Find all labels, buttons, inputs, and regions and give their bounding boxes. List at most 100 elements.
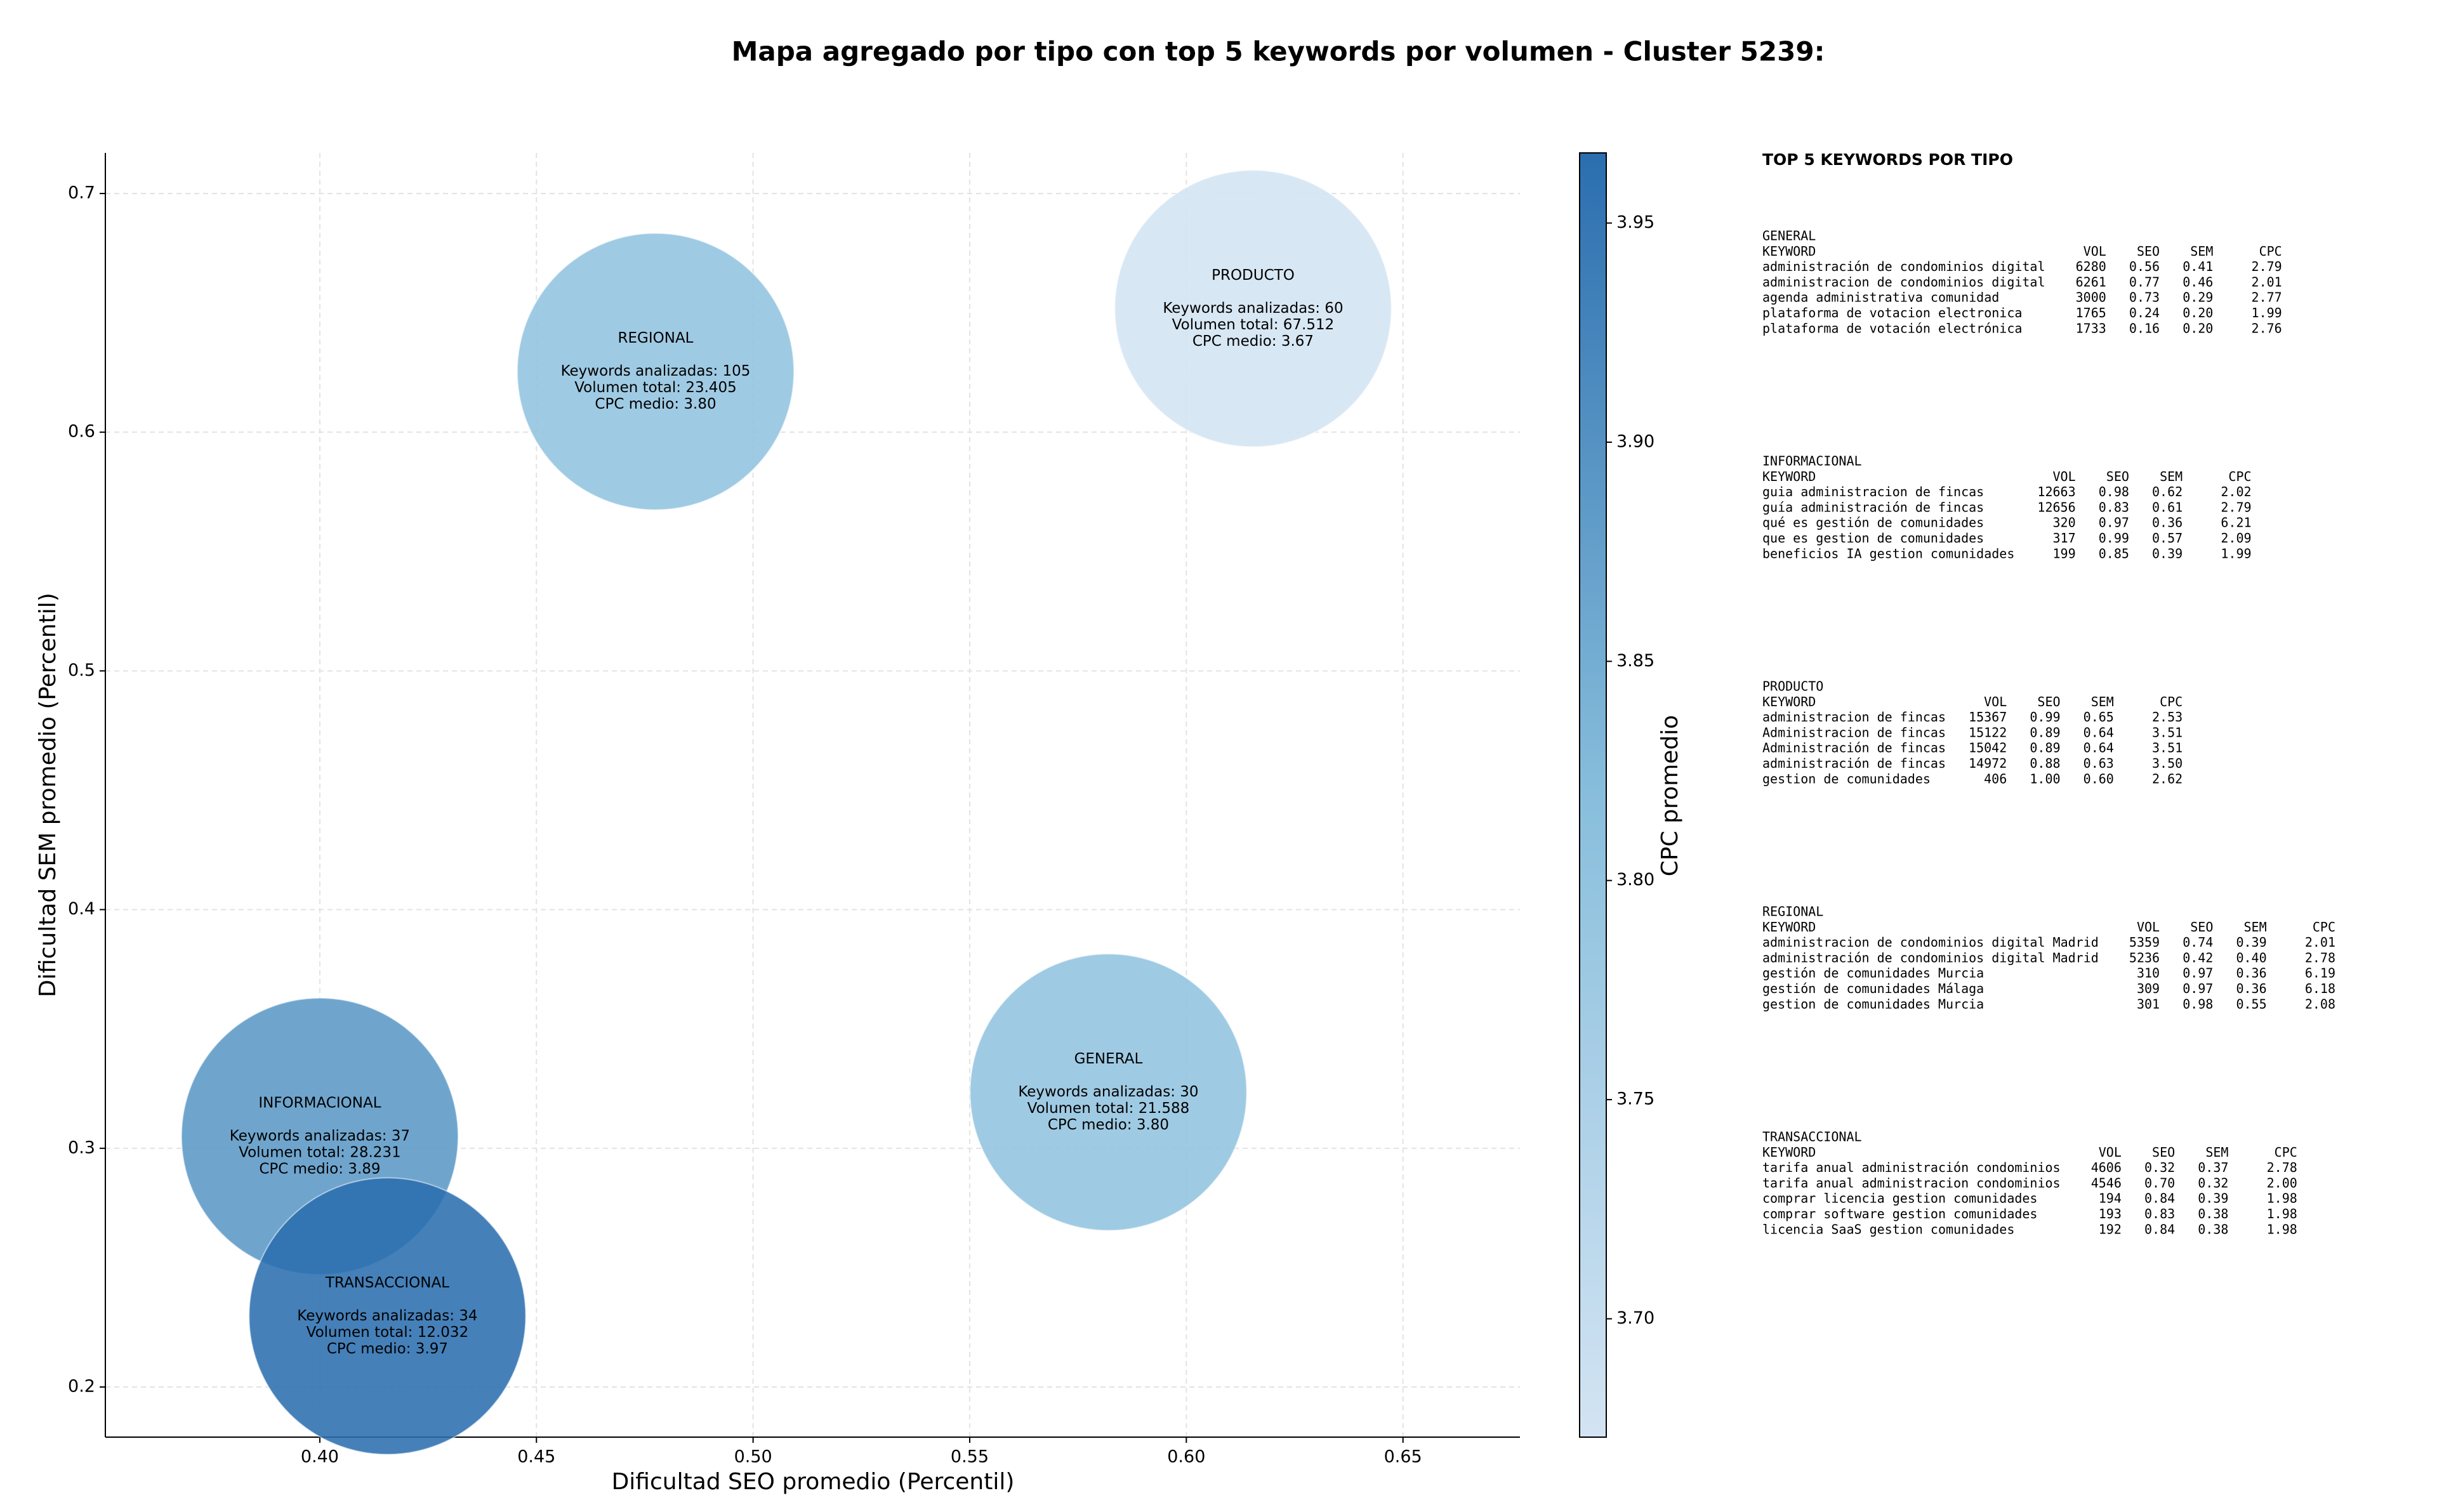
table-cell: 0.64 <box>2084 725 2114 740</box>
table-cell: 0.55 <box>2236 996 2266 1011</box>
table-cell: 0.24 <box>2129 305 2160 320</box>
table-header: CPC <box>2259 244 2282 259</box>
table-cell: 0.38 <box>2198 1221 2228 1237</box>
table-cell: 0.16 <box>2129 320 2160 336</box>
side-panel-title: TOP 5 KEYWORDS POR TIPO <box>1762 150 2013 169</box>
table-cell: 2.01 <box>2252 274 2282 289</box>
table-cell: administración de fincas <box>1762 756 1946 771</box>
table-cell: 12656 <box>2037 499 2075 515</box>
table-cell: 2.53 <box>2152 709 2183 725</box>
bubble-label: Volumen total: 23.405 <box>574 379 737 396</box>
table-cell: 0.37 <box>2198 1160 2228 1175</box>
table-cell: 0.88 <box>2030 756 2060 771</box>
bubble-label: Keywords analizadas: 105 <box>561 363 751 379</box>
table-cell: 1.98 <box>2267 1206 2297 1221</box>
table-cell: 0.36 <box>2236 981 2266 996</box>
x-tick-label: 0.65 <box>1384 1447 1422 1467</box>
table-cell: 1.00 <box>2030 771 2060 786</box>
bubble-label: Volumen total: 67.512 <box>1172 317 1335 333</box>
table-cell: 0.56 <box>2129 259 2160 274</box>
colorbar-tick-label: 3.90 <box>1616 431 1654 451</box>
table-cell: 192 <box>2099 1221 2122 1237</box>
table-name: PRODUCTO <box>1762 679 1823 694</box>
table-cell: 1.99 <box>2221 546 2251 561</box>
table-cell: 0.63 <box>2084 756 2114 771</box>
table-cell: 2.01 <box>2305 935 2335 950</box>
table-cell: 194 <box>2099 1191 2122 1206</box>
table-cell: 1.99 <box>2252 305 2282 320</box>
table-cell: administracion de fincas <box>1762 709 1946 725</box>
bubble-label: CPC medio: 3.80 <box>595 396 716 412</box>
table-cell: 0.84 <box>2144 1221 2175 1237</box>
table-cell: 0.97 <box>2099 515 2129 530</box>
table-cell: 0.77 <box>2129 274 2160 289</box>
colorbar-label: CPC promedio <box>1657 715 1683 876</box>
table-cell: 5236 <box>2129 950 2160 965</box>
table-cell: 6280 <box>2076 259 2106 274</box>
table-cell: Administración de fincas <box>1762 740 1946 756</box>
table-cell: 15367 <box>1969 709 2007 725</box>
table-cell: 0.32 <box>2144 1160 2175 1175</box>
table-cell: administracion de condominios digital Ma… <box>1762 935 2099 950</box>
table-header: VOL <box>2053 469 2076 484</box>
table-cell: 2.78 <box>2305 950 2335 965</box>
table-name: TRANSACCIONAL <box>1762 1129 1862 1145</box>
table-header: KEYWORD <box>1762 244 1816 259</box>
y-tick-label: 0.2 <box>68 1376 95 1396</box>
table-header: SEO <box>2137 244 2160 259</box>
table-cell: 0.83 <box>2099 499 2129 515</box>
colorbar-tick-label: 3.85 <box>1616 651 1654 671</box>
table-cell: 2.77 <box>2252 290 2282 305</box>
table-cell: 199 <box>2053 546 2076 561</box>
table-cell: 301 <box>2137 996 2160 1011</box>
table-cell: 2.62 <box>2152 771 2183 786</box>
table-cell: 1.98 <box>2267 1191 2297 1206</box>
table-header: CPC <box>2228 469 2251 484</box>
bubble-label: CPC medio: 3.97 <box>327 1341 448 1357</box>
table-cell: 6.21 <box>2221 515 2251 530</box>
table-cell: tarifa anual administración condominios <box>1762 1160 2061 1175</box>
table-header: SEM <box>2160 469 2183 484</box>
table-name: GENERAL <box>1762 228 1816 244</box>
table-cell: 0.74 <box>2183 935 2213 950</box>
table-cell: 0.89 <box>2030 725 2060 740</box>
table-cell: 193 <box>2099 1206 2122 1221</box>
bubble-label: Volumen total: 28.231 <box>239 1144 401 1160</box>
table-cell: administración de condominios digital Ma… <box>1762 950 2099 965</box>
bubble-name: PRODUCTO <box>1212 267 1295 284</box>
table-cell: que es gestion de comunidades <box>1762 530 1984 546</box>
table-header: SEO <box>2106 469 2129 484</box>
bubble <box>517 232 795 511</box>
table-cell: 2.76 <box>2252 320 2282 336</box>
table-cell: comprar software gestion comunidades <box>1762 1206 2037 1221</box>
table-cell: 5359 <box>2129 935 2160 950</box>
table-cell: 2.78 <box>2267 1160 2297 1175</box>
bubble-label: Keywords analizadas: 37 <box>230 1127 410 1144</box>
table-cell: 2.09 <box>2221 530 2251 546</box>
colorbar-tick-label: 3.80 <box>1616 870 1654 890</box>
table-cell: 0.99 <box>2030 709 2060 725</box>
table-cell: 310 <box>2137 966 2160 981</box>
bubble-name: INFORMACIONAL <box>258 1095 381 1111</box>
table-cell: gestión de comunidades Málaga <box>1762 981 1984 996</box>
colorbar-tick-label: 3.95 <box>1616 213 1654 232</box>
table-cell: gestion de comunidades <box>1762 771 1931 786</box>
table-cell: 0.89 <box>2030 740 2060 756</box>
table-cell: 0.61 <box>2152 499 2183 515</box>
table-cell: 0.46 <box>2183 274 2213 289</box>
table-cell: Administracion de fincas <box>1762 725 1946 740</box>
table-cell: licencia SaaS gestion comunidades <box>1762 1221 2014 1237</box>
table-cell: 6.19 <box>2305 966 2335 981</box>
x-tick-label: 0.50 <box>734 1447 772 1467</box>
table-name: INFORMACIONAL <box>1762 454 1862 469</box>
table-cell: 6.18 <box>2305 981 2335 996</box>
table-cell: 0.29 <box>2183 290 2213 305</box>
table-cell: comprar licencia gestion comunidades <box>1762 1191 2037 1206</box>
y-tick-label: 0.6 <box>68 422 95 442</box>
table-cell: 1733 <box>2076 320 2106 336</box>
table-cell: 12663 <box>2037 484 2075 499</box>
table-cell: gestión de comunidades Murcia <box>1762 966 1984 981</box>
table-cell: 0.73 <box>2129 290 2160 305</box>
table-header: SEM <box>2244 919 2267 935</box>
